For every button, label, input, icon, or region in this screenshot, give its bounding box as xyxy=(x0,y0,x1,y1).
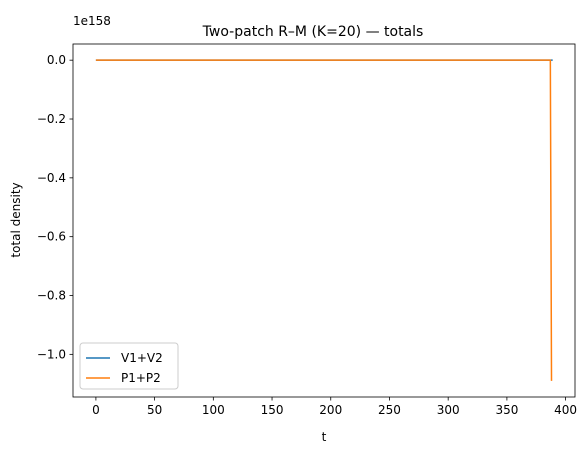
x-tick-label: 300 xyxy=(437,403,460,417)
x-tick-label: 0 xyxy=(92,403,100,417)
legend-label: V1+V2 xyxy=(121,351,163,365)
y-offset-text: 1e158 xyxy=(73,14,111,28)
chart-title: Two-patch R–M (K=20) — totals xyxy=(202,24,424,40)
x-tick-label: 400 xyxy=(554,403,577,417)
legend-label: P1+P2 xyxy=(121,371,161,385)
x-tick-label: 250 xyxy=(378,403,401,417)
plot-frame xyxy=(72,43,576,398)
y-tick-label: −0.8 xyxy=(37,289,66,303)
x-tick-label: 350 xyxy=(495,403,518,417)
x-axis-ticks: 0 50 100 150 200 250 300 350 400 xyxy=(92,397,577,417)
y-axis-label: total density xyxy=(9,182,23,257)
x-tick-label: 200 xyxy=(319,403,342,417)
y-axis-ticks: 0.0 −0.2 −0.4 −0.6 −0.8 −1.0 xyxy=(37,53,73,361)
x-tick-label: 100 xyxy=(202,403,225,417)
y-tick-label: −0.2 xyxy=(37,112,66,126)
x-tick-label: 150 xyxy=(261,403,284,417)
series-line xyxy=(95,59,553,381)
y-tick-label: −1.0 xyxy=(37,347,66,361)
x-axis-label: t xyxy=(322,430,327,444)
legend: V1+V2 P1+P2 xyxy=(79,342,179,390)
y-tick-label: −0.6 xyxy=(37,230,66,244)
y-tick-label: 0.0 xyxy=(47,53,66,67)
series-lines xyxy=(95,59,553,381)
plot-area xyxy=(73,44,575,397)
y-tick-label: −0.4 xyxy=(37,171,66,185)
x-tick-label: 50 xyxy=(147,403,162,417)
